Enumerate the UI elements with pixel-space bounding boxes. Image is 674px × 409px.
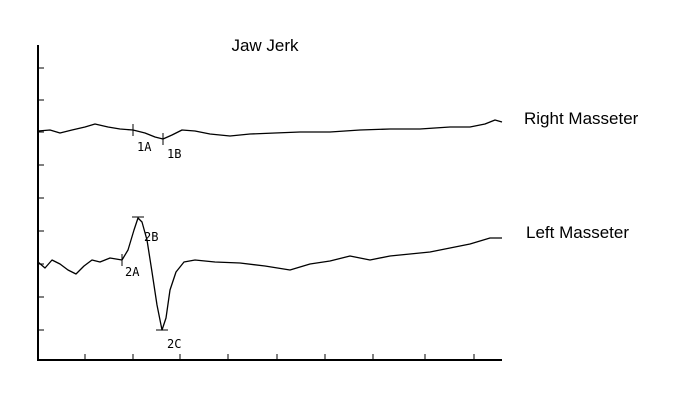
marker-label: 2B: [144, 230, 158, 244]
marker-label: 1A: [137, 140, 152, 154]
title: Jaw Jerk: [231, 36, 299, 55]
trace-label: Left Masseter: [526, 223, 629, 242]
axes: [37, 45, 502, 361]
left-masseter-trace: [37, 217, 502, 331]
left-markers: [121, 216, 168, 331]
marker-label: 2A: [125, 265, 140, 279]
marker-label: 1B: [167, 147, 181, 161]
x-ticks: [84, 354, 475, 360]
marker-label: 2C: [167, 337, 181, 351]
right-markers: [132, 124, 164, 145]
trace-label: Right Masseter: [524, 109, 639, 128]
right-masseter-trace: [37, 119, 503, 140]
